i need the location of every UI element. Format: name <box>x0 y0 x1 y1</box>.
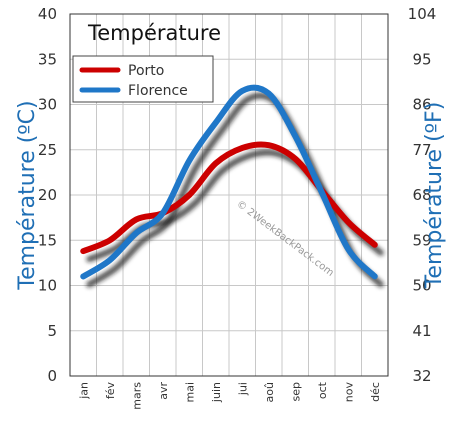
right-axis-title: Température (ºF) <box>422 102 447 290</box>
left-tick-label: 20 <box>38 186 57 204</box>
chart-title: Température <box>87 21 221 45</box>
right-tick-label: 50 <box>412 277 431 295</box>
left-axis-title: Température (ºC) <box>15 100 40 290</box>
left-tick-label: 35 <box>38 50 57 68</box>
right-tick-label: 32 <box>412 367 431 385</box>
right-tick-label: 41 <box>412 322 431 340</box>
x-tick-label: jan <box>77 382 90 400</box>
left-tick-label: 30 <box>38 96 57 114</box>
left-tick-label: 40 <box>38 5 57 23</box>
x-tick-label: nov <box>342 382 355 403</box>
left-tick-label: 5 <box>47 322 57 340</box>
plot-frame <box>69 13 389 377</box>
left-tick-label: 10 <box>38 277 57 295</box>
left-tick-label: 25 <box>38 141 57 159</box>
legend-box <box>72 55 214 103</box>
legend: Porto Florence <box>72 55 214 103</box>
right-tick-label: 95 <box>412 50 431 68</box>
x-tick-label: fév <box>104 382 117 400</box>
right-tick-label: 86 <box>412 96 431 114</box>
x-tick-label: mai <box>183 382 196 403</box>
series-line-florence <box>80 84 378 280</box>
x-tick-label: aoû <box>263 382 276 402</box>
left-axis-ticks: 0 5 10 15 20 25 30 35 40 <box>38 5 57 385</box>
x-tick-label: avr <box>157 382 170 400</box>
x-tick-label: juin <box>210 382 223 403</box>
legend-label-florence: Florence <box>128 83 188 99</box>
right-tick-label: 77 <box>412 141 431 159</box>
x-tick-label: jui <box>236 382 249 396</box>
x-tick-label: sep <box>289 382 302 401</box>
x-tick-label: mars <box>130 382 143 410</box>
right-tick-label: 104 <box>408 5 437 23</box>
x-axis-ticks: jan fév mars avr mai juin jui aoû sep oct nov déc <box>77 381 382 409</box>
x-tick-label: oct <box>316 381 329 399</box>
series-lines <box>80 84 378 280</box>
right-tick-label: 59 <box>412 231 431 249</box>
x-tick-label: déc <box>369 382 382 402</box>
right-axis-ticks: 32 41 50 59 68 77 86 95 104 <box>408 5 437 385</box>
left-tick-label: 15 <box>38 231 57 249</box>
left-tick-label: 0 <box>47 367 57 385</box>
right-tick-label: 68 <box>412 186 431 204</box>
legend-label-porto: Porto <box>128 63 164 79</box>
